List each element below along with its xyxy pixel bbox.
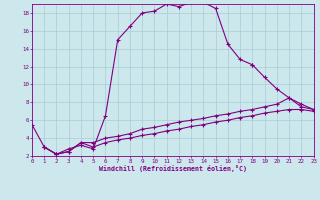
X-axis label: Windchill (Refroidissement éolien,°C): Windchill (Refroidissement éolien,°C) [99,165,247,172]
